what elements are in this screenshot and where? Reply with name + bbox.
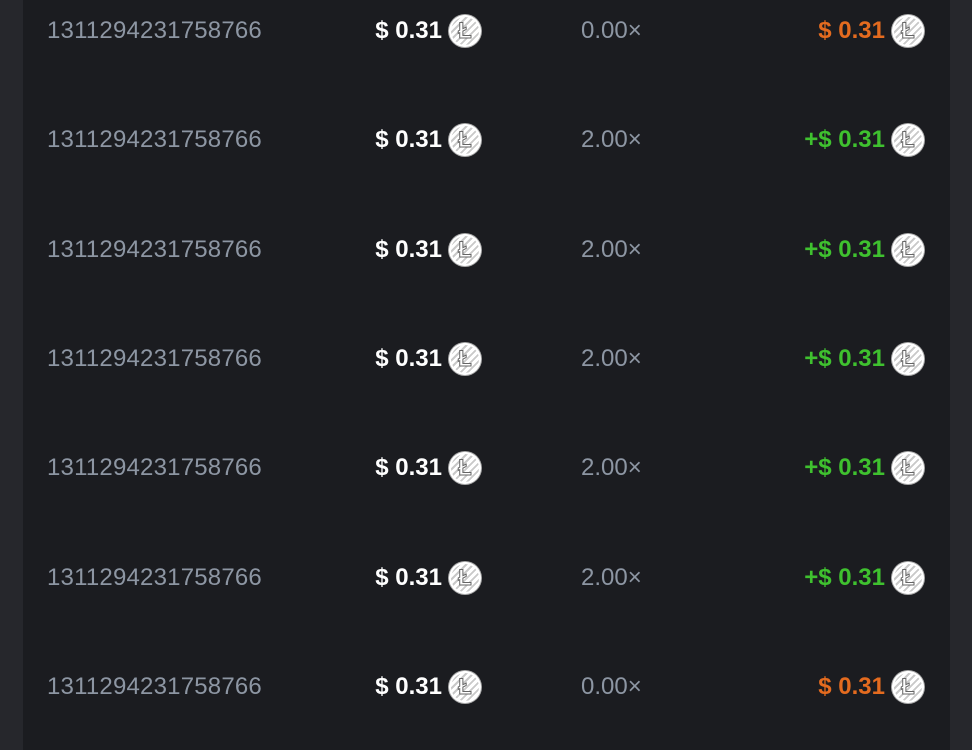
multiplier: 2.00× — [581, 126, 642, 154]
table-row[interactable]: 1311294231758766 $ 0.31 Ł 2.00× +$ 0.31 … — [23, 219, 950, 279]
table-row[interactable]: 1311294231758766 $ 0.31 Ł 2.00× +$ 0.31 … — [23, 109, 950, 169]
bet-amount: $ 0.31 — [375, 344, 442, 372]
bet-id[interactable]: 1311294231758766 — [47, 563, 262, 591]
bet-amount-cell: $ 0.31 Ł — [375, 561, 481, 594]
litecoin-icon: Ł — [449, 561, 481, 594]
litecoin-icon: Ł — [449, 15, 481, 47]
litecoin-icon: Ł — [892, 124, 924, 157]
litecoin-icon: Ł — [449, 233, 481, 266]
bet-amount: $ 0.31 — [375, 17, 442, 44]
bet-id[interactable]: 1311294231758766 — [47, 454, 262, 482]
payout: +$ 0.31 — [804, 344, 885, 372]
litecoin-icon: Ł — [449, 670, 481, 703]
multiplier: 2.00× — [581, 563, 642, 591]
table-row[interactable]: 1311294231758766 $ 0.31 Ł 0.00× $ 0.31 Ł — [23, 0, 950, 60]
litecoin-icon: Ł — [892, 561, 924, 594]
payout: $ 0.31 — [818, 672, 885, 700]
multiplier: 0.00× — [581, 17, 642, 44]
multiplier: 2.00× — [581, 235, 642, 263]
bet-id[interactable]: 1311294231758766 — [47, 672, 262, 700]
bet-amount-cell: $ 0.31 Ł — [375, 233, 481, 266]
bet-id[interactable]: 1311294231758766 — [47, 235, 262, 263]
payout: +$ 0.31 — [804, 235, 885, 263]
payout: +$ 0.31 — [804, 454, 885, 482]
bet-id[interactable]: 1311294231758766 — [47, 344, 262, 372]
payout-cell: $ 0.31 Ł — [818, 15, 924, 47]
litecoin-icon: Ł — [449, 342, 481, 375]
bet-amount-cell: $ 0.31 Ł — [375, 15, 481, 47]
multiplier: 2.00× — [581, 454, 642, 482]
litecoin-icon: Ł — [892, 233, 924, 266]
bet-amount-cell: $ 0.31 Ł — [375, 452, 481, 485]
bet-amount: $ 0.31 — [375, 563, 442, 591]
payout-cell: +$ 0.31 Ł — [804, 561, 924, 594]
payout-cell: +$ 0.31 Ł — [804, 342, 924, 375]
table-row[interactable]: 1311294231758766 $ 0.31 Ł 0.00× $ 0.31 Ł — [23, 656, 950, 716]
bet-amount: $ 0.31 — [375, 235, 442, 263]
litecoin-icon: Ł — [892, 670, 924, 703]
bet-amount: $ 0.31 — [375, 672, 442, 700]
bet-amount-cell: $ 0.31 Ł — [375, 124, 481, 157]
payout-cell: +$ 0.31 Ł — [804, 124, 924, 157]
bet-amount: $ 0.31 — [375, 454, 442, 482]
table-row[interactable]: 1311294231758766 $ 0.31 Ł 2.00× +$ 0.31 … — [23, 328, 950, 388]
bet-amount-cell: $ 0.31 Ł — [375, 670, 481, 703]
table-row[interactable]: 1311294231758766 $ 0.31 Ł 2.00× +$ 0.31 … — [23, 547, 950, 607]
bet-amount-cell: $ 0.31 Ł — [375, 342, 481, 375]
table-row[interactable]: 1311294231758766 $ 0.31 Ł 2.00× +$ 0.31 … — [23, 437, 950, 497]
bet-amount: $ 0.31 — [375, 126, 442, 154]
payout: +$ 0.31 — [804, 126, 885, 154]
multiplier: 2.00× — [581, 344, 642, 372]
bets-table: 1311294231758766 $ 0.31 Ł 0.00× $ 0.31 Ł… — [23, 0, 950, 750]
multiplier: 0.00× — [581, 672, 642, 700]
litecoin-icon: Ł — [892, 342, 924, 375]
payout-cell: +$ 0.31 Ł — [804, 452, 924, 485]
bet-id[interactable]: 1311294231758766 — [47, 126, 262, 154]
litecoin-icon: Ł — [892, 452, 924, 485]
bet-id[interactable]: 1311294231758766 — [47, 17, 262, 44]
payout-cell: $ 0.31 Ł — [818, 670, 924, 703]
litecoin-icon: Ł — [449, 452, 481, 485]
payout: +$ 0.31 — [804, 563, 885, 591]
payout-cell: +$ 0.31 Ł — [804, 233, 924, 266]
litecoin-icon: Ł — [892, 15, 924, 47]
litecoin-icon: Ł — [449, 124, 481, 157]
payout: $ 0.31 — [818, 17, 885, 44]
